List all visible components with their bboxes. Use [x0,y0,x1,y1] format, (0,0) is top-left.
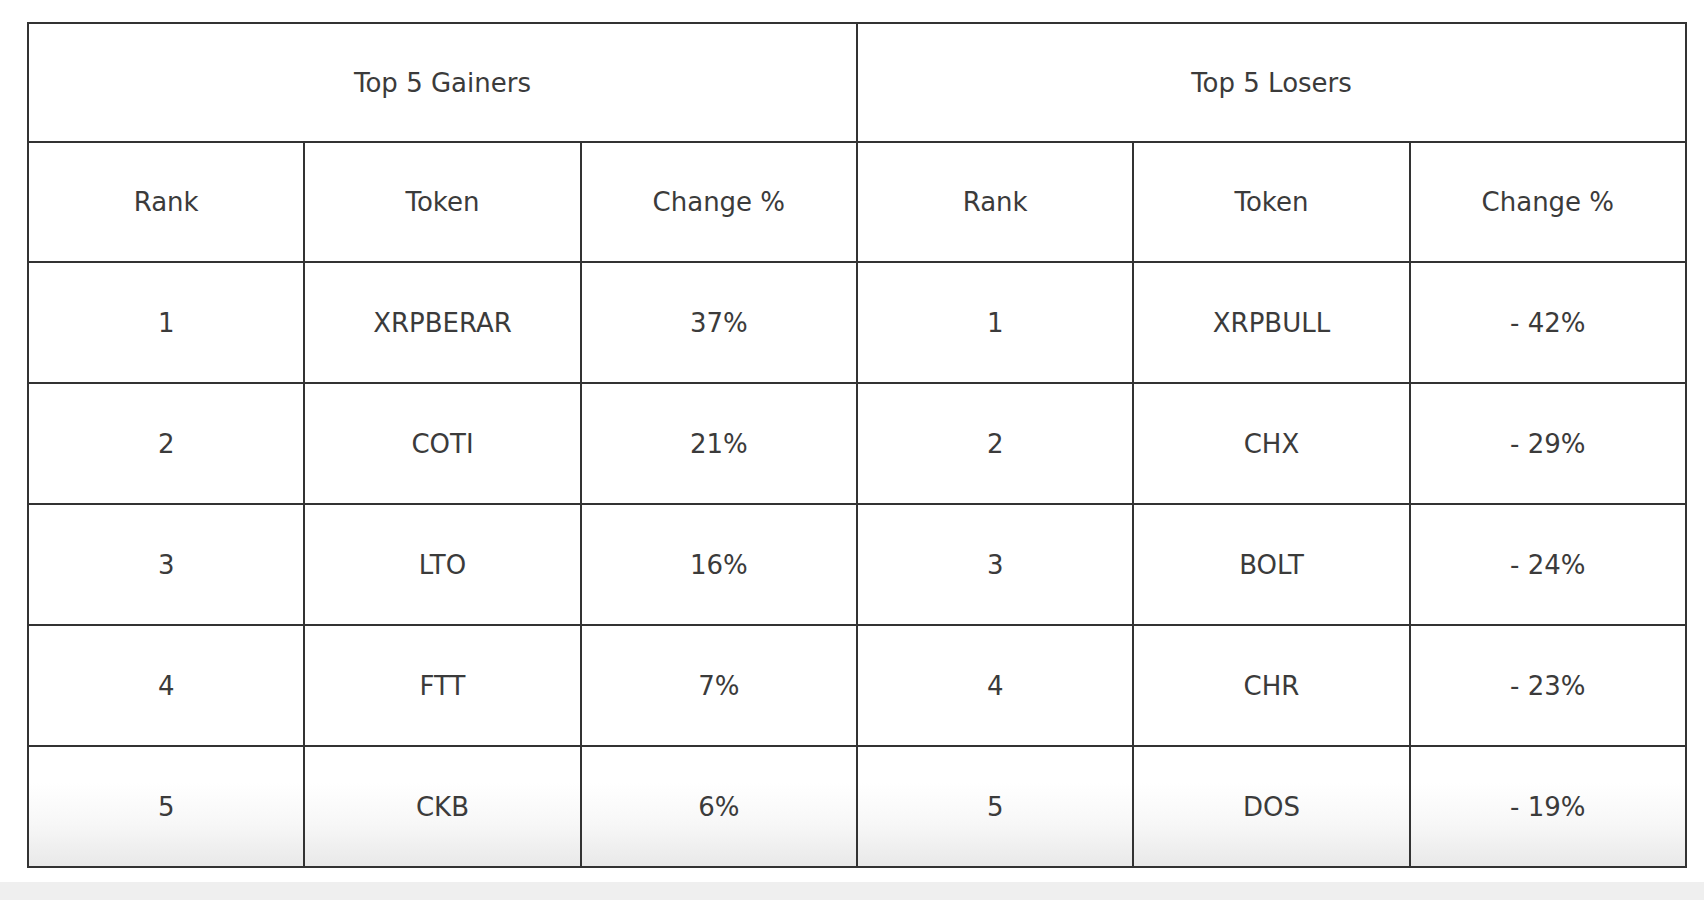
column-header-row: Rank Token Change % Rank Token Change % [28,142,1686,262]
losers-title: Top 5 Losers [857,23,1686,142]
losers-token-cell: XRPBULL [1133,262,1409,383]
gainers-rank-cell: 5 [28,746,304,867]
table-row: 5 CKB 6% 5 DOS - 19% [28,746,1686,867]
gainers-rank-cell: 2 [28,383,304,504]
losers-rank-cell: 1 [857,262,1133,383]
table-row: 1 XRPBERAR 37% 1 XRPBULL - 42% [28,262,1686,383]
gainers-change-cell: 6% [581,746,857,867]
gainers-rank-cell: 3 [28,504,304,625]
losers-token-cell: BOLT [1133,504,1409,625]
page-bottom-strip [0,882,1704,900]
gainers-token-header: Token [304,142,580,262]
losers-change-cell: - 19% [1410,746,1686,867]
table-row: 3 LTO 16% 3 BOLT - 24% [28,504,1686,625]
losers-rank-cell: 5 [857,746,1133,867]
losers-change-cell: - 23% [1410,625,1686,746]
losers-token-header: Token [1133,142,1409,262]
losers-change-cell: - 42% [1410,262,1686,383]
gainers-change-cell: 21% [581,383,857,504]
losers-rank-cell: 3 [857,504,1133,625]
gainers-token-cell: COTI [304,383,580,504]
losers-rank-header: Rank [857,142,1133,262]
losers-change-header: Change % [1410,142,1686,262]
title-row: Top 5 Gainers Top 5 Losers [28,23,1686,142]
gainers-token-cell: CKB [304,746,580,867]
gainers-token-cell: LTO [304,504,580,625]
gainers-change-cell: 37% [581,262,857,383]
gainers-change-cell: 7% [581,625,857,746]
gainers-change-cell: 16% [581,504,857,625]
table-row: 2 COTI 21% 2 CHX - 29% [28,383,1686,504]
losers-token-cell: CHR [1133,625,1409,746]
losers-rank-cell: 2 [857,383,1133,504]
gainers-token-cell: XRPBERAR [304,262,580,383]
table-row: 4 FTT 7% 4 CHR - 23% [28,625,1686,746]
gainers-rank-cell: 1 [28,262,304,383]
gainers-losers-table-container: Top 5 Gainers Top 5 Losers Rank Token Ch… [27,22,1687,868]
losers-change-cell: - 29% [1410,383,1686,504]
gainers-change-header: Change % [581,142,857,262]
gainers-token-cell: FTT [304,625,580,746]
gainers-rank-cell: 4 [28,625,304,746]
gainers-title: Top 5 Gainers [28,23,857,142]
losers-token-cell: CHX [1133,383,1409,504]
losers-token-cell: DOS [1133,746,1409,867]
losers-rank-cell: 4 [857,625,1133,746]
gainers-losers-table: Top 5 Gainers Top 5 Losers Rank Token Ch… [27,22,1687,868]
losers-change-cell: - 24% [1410,504,1686,625]
gainers-rank-header: Rank [28,142,304,262]
